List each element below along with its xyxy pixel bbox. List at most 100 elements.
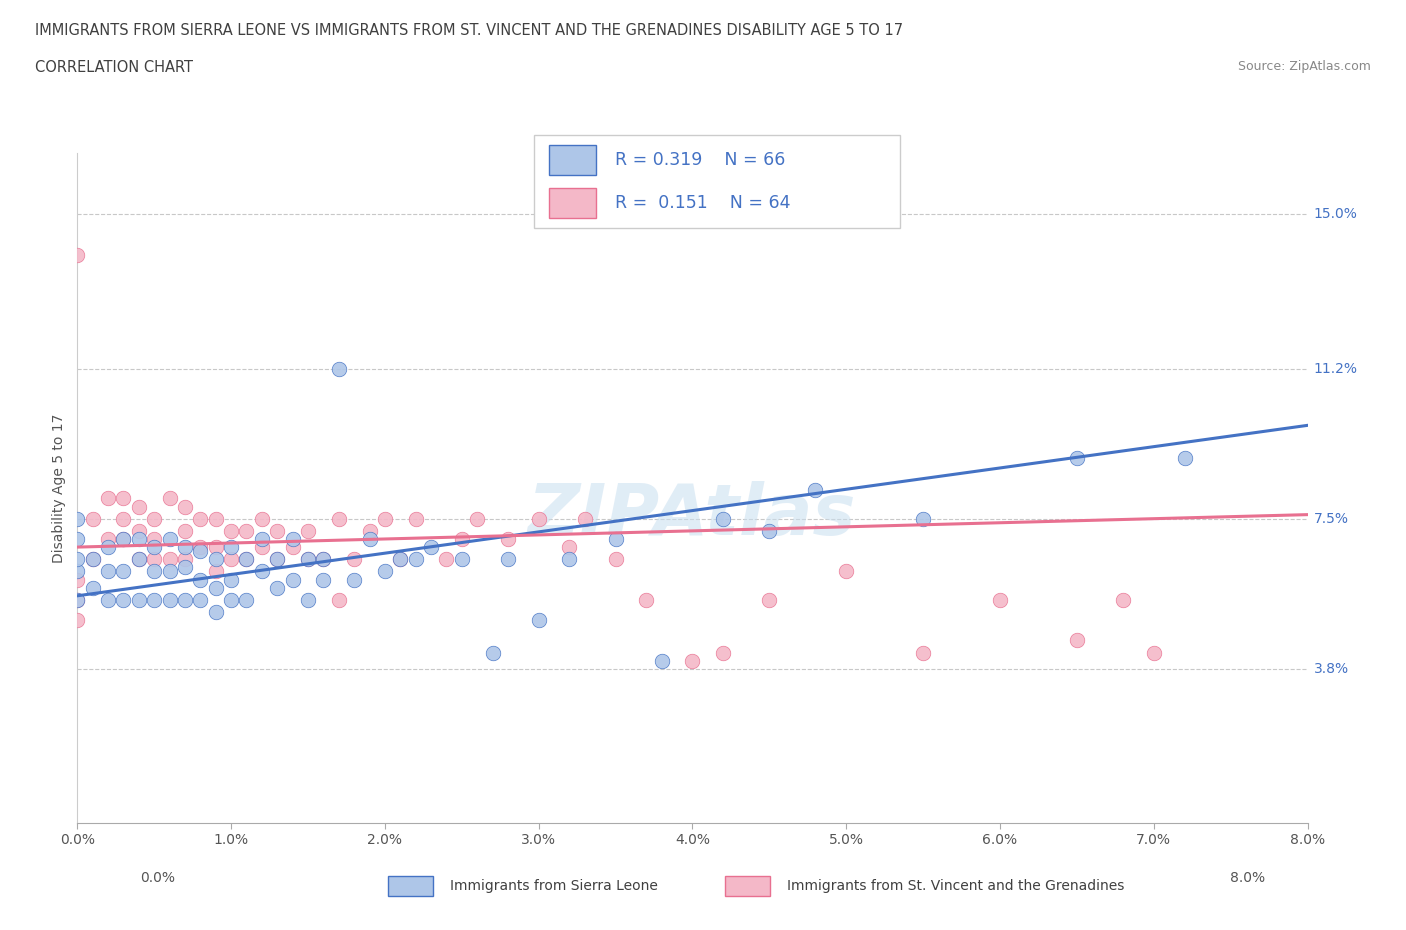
Text: 8.0%: 8.0%	[1230, 871, 1265, 885]
Point	[266, 524, 288, 538]
Point	[66, 564, 89, 578]
Point	[128, 551, 150, 566]
Point	[143, 592, 166, 607]
Point	[188, 592, 212, 607]
Point	[235, 592, 257, 607]
Point	[219, 592, 242, 607]
Point	[112, 491, 135, 506]
Point	[143, 532, 166, 547]
Point	[204, 564, 226, 578]
Point	[128, 524, 150, 538]
Point	[1066, 633, 1088, 648]
Point	[97, 491, 120, 506]
Point	[281, 539, 304, 554]
Point	[711, 512, 734, 526]
Text: 3.8%: 3.8%	[1313, 662, 1348, 676]
Point	[112, 532, 135, 547]
Point	[66, 512, 89, 526]
Point	[558, 551, 581, 566]
Text: R =  0.151    N = 64: R = 0.151 N = 64	[614, 193, 790, 212]
Text: 11.2%: 11.2%	[1313, 362, 1358, 376]
Point	[651, 653, 673, 668]
Bar	[548, 188, 596, 218]
Point	[82, 551, 104, 566]
Point	[297, 551, 319, 566]
Text: ZIPAtlas: ZIPAtlas	[529, 481, 856, 550]
Point	[174, 524, 197, 538]
Point	[359, 524, 381, 538]
Point	[204, 604, 226, 619]
Point	[758, 524, 780, 538]
Point	[188, 572, 212, 587]
Point	[188, 539, 212, 554]
Point	[66, 613, 89, 628]
Point	[281, 572, 304, 587]
Point	[204, 539, 226, 554]
FancyBboxPatch shape	[534, 135, 900, 228]
Text: 15.0%: 15.0%	[1313, 207, 1358, 221]
Point	[297, 592, 319, 607]
Point	[219, 551, 242, 566]
Point	[143, 539, 166, 554]
Point	[188, 544, 212, 559]
Point	[250, 564, 273, 578]
Point	[328, 512, 350, 526]
Point	[159, 532, 181, 547]
Point	[112, 592, 135, 607]
Point	[97, 564, 120, 578]
Point	[250, 532, 273, 547]
Point	[143, 512, 166, 526]
Point	[204, 512, 226, 526]
Point	[465, 512, 488, 526]
Point	[235, 551, 257, 566]
Point	[266, 580, 288, 595]
Point	[389, 551, 412, 566]
Point	[405, 512, 427, 526]
Point	[420, 539, 443, 554]
Point	[159, 592, 181, 607]
Point	[174, 539, 197, 554]
Point	[204, 580, 226, 595]
Point	[1112, 592, 1135, 607]
Text: CORRELATION CHART: CORRELATION CHART	[35, 60, 193, 75]
Point	[682, 653, 704, 668]
Point	[250, 539, 273, 554]
Point	[174, 560, 197, 575]
Bar	[548, 145, 596, 175]
Point	[988, 592, 1011, 607]
Point	[97, 592, 120, 607]
Point	[359, 532, 381, 547]
Point	[912, 645, 935, 660]
Point	[496, 551, 519, 566]
Point	[835, 564, 858, 578]
Point	[374, 512, 396, 526]
Point	[112, 512, 135, 526]
Point	[174, 592, 197, 607]
Point	[605, 532, 627, 547]
Text: Source: ZipAtlas.com: Source: ZipAtlas.com	[1237, 60, 1371, 73]
Point	[97, 539, 120, 554]
Point	[711, 645, 734, 660]
Text: R = 0.319    N = 66: R = 0.319 N = 66	[614, 151, 785, 169]
Point	[281, 532, 304, 547]
Point	[558, 539, 581, 554]
Bar	[725, 876, 770, 897]
Point	[266, 551, 288, 566]
Point	[82, 580, 104, 595]
Point	[312, 551, 335, 566]
Point	[636, 592, 658, 607]
Point	[343, 551, 366, 566]
Point	[82, 551, 104, 566]
Text: IMMIGRANTS FROM SIERRA LEONE VS IMMIGRANTS FROM ST. VINCENT AND THE GRENADINES D: IMMIGRANTS FROM SIERRA LEONE VS IMMIGRAN…	[35, 23, 903, 38]
Point	[128, 532, 150, 547]
Point	[804, 483, 827, 498]
Point	[66, 592, 89, 607]
Point	[297, 524, 319, 538]
Point	[143, 551, 166, 566]
Point	[266, 551, 288, 566]
Point	[112, 564, 135, 578]
Point	[574, 512, 596, 526]
Point	[235, 524, 257, 538]
Point	[912, 512, 935, 526]
Point	[328, 361, 350, 376]
